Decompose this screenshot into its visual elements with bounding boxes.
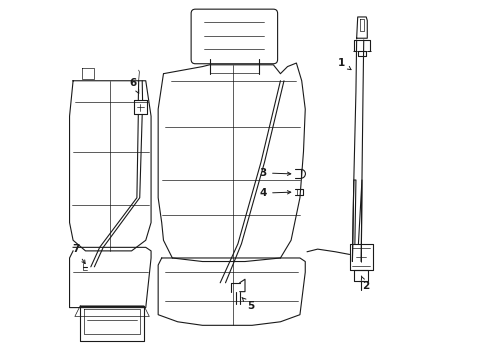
Text: 2: 2 xyxy=(361,276,369,291)
Text: 4: 4 xyxy=(260,188,291,198)
Text: 5: 5 xyxy=(242,297,254,311)
Text: 7: 7 xyxy=(72,244,85,264)
Text: 1: 1 xyxy=(338,58,351,70)
Text: 6: 6 xyxy=(130,77,139,93)
Text: 3: 3 xyxy=(260,168,291,178)
